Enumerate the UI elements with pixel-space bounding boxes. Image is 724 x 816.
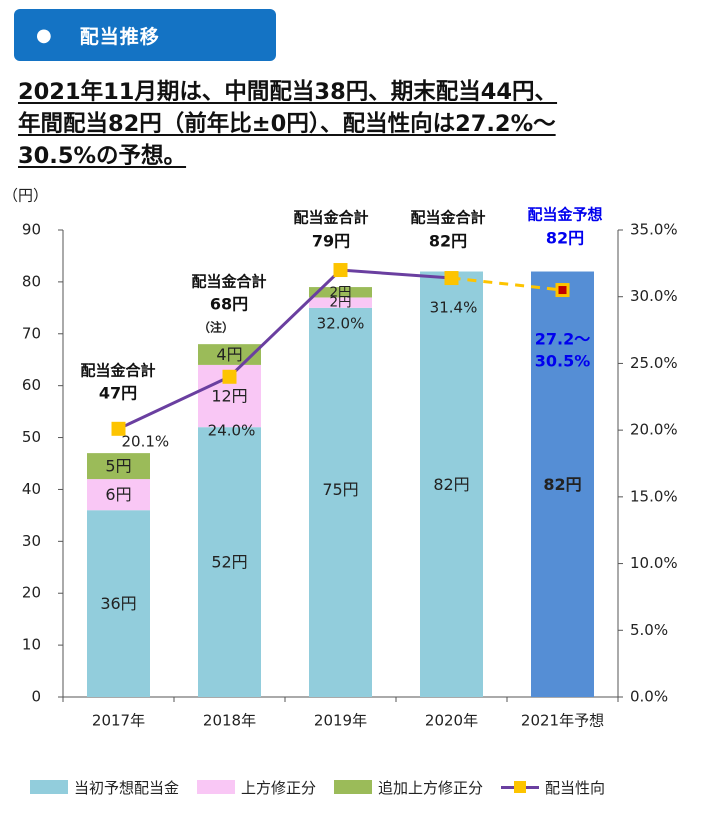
bar-upward-label: 12円 (211, 387, 247, 406)
y-tick-label: 40 (22, 480, 41, 498)
payout-ratio-label: 31.4% (430, 299, 478, 317)
legend-label-additional: 追加上方修正分 (378, 778, 484, 797)
legend-label-initial: 当初予想配当金 (74, 778, 180, 797)
x-tick-label: 2018年 (203, 712, 256, 730)
bar-upward-label: 2円 (329, 295, 351, 311)
y-tick-label: 20 (22, 584, 41, 602)
headline: 2021年11月期は、中間配当38円、期末配当44円、 年間配当82円（前年比±… (18, 76, 718, 172)
y2-tick-label: 15.0% (630, 487, 678, 505)
bar-upward (87, 479, 150, 511)
bar-additional-label: 2円 (329, 284, 351, 300)
y-tick-label: 0 (31, 688, 41, 706)
bar-additional-label: 4円 (216, 345, 242, 364)
payout-ratio-forecast-line (451, 276, 563, 292)
legend-item-payout: 配当性向 (501, 777, 605, 798)
bar-initial-label: 52円 (211, 553, 247, 572)
y-unit-label: （円） (3, 187, 48, 205)
total-note: （注） (198, 320, 234, 335)
bullet-icon: ● (36, 24, 52, 46)
y-tick-label: 80 (22, 272, 41, 290)
y2-tick-label: 20.0% (630, 421, 678, 439)
total-value: 79円 (312, 232, 350, 251)
y2-tick-label: 35.0% (630, 221, 678, 239)
section-header: ● 配当推移 (14, 9, 276, 61)
payout-ratio-point (111, 421, 126, 436)
chart-legend: 当初予想配当金 上方修正分 追加上方修正分 配当性向 (30, 772, 623, 802)
total-title: 配当金合計 (410, 209, 485, 227)
total-value: 82円 (546, 229, 584, 248)
headline-line-2: 年間配当82円（前年比±0円）、配当性向は27.2%〜 (18, 111, 556, 137)
payout-ratio-label: 32.0% (317, 315, 365, 333)
total-title: 配当金合計 (293, 209, 368, 227)
legend-swatch-additional (334, 780, 373, 794)
bar-additional (87, 453, 150, 480)
legend-swatch-upward (197, 780, 236, 794)
bar-initial (420, 271, 483, 697)
legend-item-additional: 追加上方修正分 (334, 777, 483, 798)
y-tick-label: 10 (22, 636, 41, 654)
payout-forecast-label: 30.5% (535, 352, 591, 371)
y2-tick-label: 25.0% (630, 354, 678, 372)
headline-line-1: 2021年11月期は、中間配当38円、期末配当44円、 (18, 79, 558, 105)
bar-forecast (531, 271, 594, 697)
bar-initial (309, 307, 372, 697)
bar-additional (309, 287, 372, 298)
total-title: 配当金合計 (80, 362, 155, 380)
headline-line-3: 30.5%の予想。 (18, 143, 187, 169)
payout-ratio-line (117, 268, 452, 431)
bar-upward-label: 6円 (105, 485, 131, 504)
bar-initial-label: 82円 (433, 475, 469, 494)
bar-forecast-label: 82円 (543, 475, 581, 494)
total-title: 配当金合計 (191, 273, 266, 291)
payout-ratio-label: 20.1% (122, 432, 170, 450)
y-tick-label: 90 (22, 221, 41, 239)
payout-ratio-point (222, 369, 237, 384)
y2-tick-label: 0.0% (630, 688, 668, 706)
bar-additional-label: 5円 (105, 457, 131, 476)
y2-tick-label: 10.0% (630, 554, 678, 572)
x-tick-label: 2017年 (92, 712, 145, 730)
bar-initial (198, 427, 261, 697)
payout-ratio-point (444, 271, 459, 286)
bar-initial (87, 510, 150, 697)
payout-forecast-label: 27.2〜 (535, 330, 590, 349)
total-value: 68円 (210, 295, 248, 314)
y-tick-label: 60 (22, 376, 41, 394)
payout-ratio-label: 24.0% (208, 421, 256, 439)
legend-item-initial: 当初予想配当金 (30, 777, 179, 798)
bar-upward (309, 297, 372, 308)
legend-swatch-initial (30, 780, 68, 794)
y-tick-label: 70 (22, 324, 41, 342)
dividend-chart: 0 10 20 30 40 50 60 70 80 90 （円） 0.0% 5.0% 10.0% 15.0%… (3, 187, 678, 730)
section-title: 配当推移 (79, 25, 160, 48)
total-title: 配当金予想 (527, 206, 602, 224)
bar-initial-label: 75円 (322, 480, 358, 499)
legend-label-payout: 配当性向 (545, 778, 606, 797)
y2-tick-label: 5.0% (630, 621, 668, 639)
total-value: 47円 (99, 384, 137, 403)
payout-ratio-point (333, 263, 348, 278)
bar-initial-label: 36円 (100, 594, 136, 613)
y-tick-label: 30 (22, 532, 41, 550)
x-tick-label: 2020年 (425, 712, 478, 730)
y-tick-label: 50 (22, 428, 41, 446)
total-value: 82円 (429, 232, 467, 251)
legend-item-upward: 上方修正分 (197, 777, 316, 798)
legend-line-payout (501, 780, 540, 794)
x-tick-label: 2019年 (314, 712, 367, 730)
payout-ratio-forecast-point-inner (558, 286, 567, 295)
legend-label-upward: 上方修正分 (241, 778, 317, 797)
x-tick-label: 2021年予想 (521, 712, 604, 730)
y2-tick-label: 30.0% (630, 287, 678, 305)
